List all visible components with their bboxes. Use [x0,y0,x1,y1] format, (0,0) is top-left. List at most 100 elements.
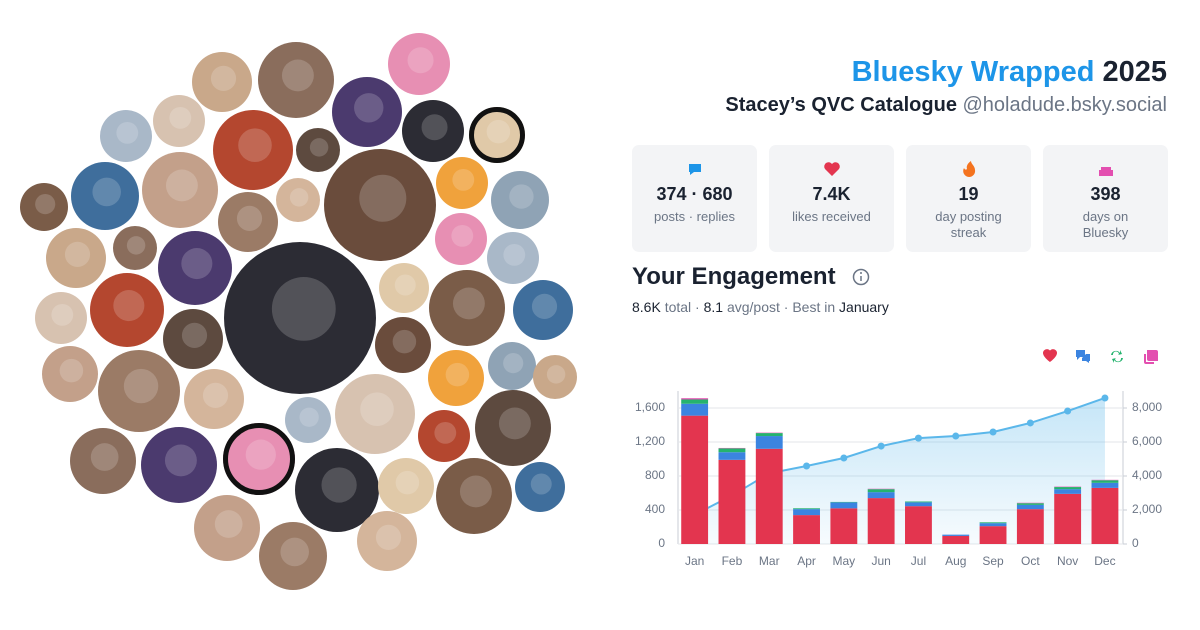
avatar [153,95,205,147]
avatar [142,152,218,228]
avatar-face [421,114,448,141]
stat-icon-shape [823,162,840,176]
avatar [285,397,331,443]
avatar-face [165,169,198,202]
avatar-face [395,470,420,495]
section-title: Your Engagement [632,263,836,290]
avatar [324,149,436,261]
line-point [877,442,885,450]
bar-segment [867,489,895,493]
bar-segment [830,502,858,509]
line-point [1026,419,1034,427]
y2-tick-label: 6,000 [1132,434,1162,448]
avatar-face [126,236,146,255]
avatar-face [394,274,416,296]
avatar-face [113,290,145,322]
x-tick-label: Oct [1021,554,1040,568]
bar-segment [867,498,895,544]
stat-icon [688,164,701,175]
avatar-face [238,128,272,162]
stat-icon-shape [688,164,701,175]
legend-icon[interactable] [1144,350,1158,364]
bar-segment [681,403,709,416]
avatar-face [51,303,74,326]
avatar [100,110,152,162]
avatar [388,33,450,95]
bar-segment [979,526,1007,544]
x-tick-label: Jan [685,554,704,568]
avatar [70,428,136,494]
line-point [914,434,922,442]
avatar [20,183,68,231]
legend-icon[interactable] [1043,349,1057,362]
avatar-face [289,188,309,207]
bar-segment [905,506,932,544]
avatar-face [503,353,524,374]
avatar [379,263,429,313]
avatar-face [90,443,119,471]
avatar [258,42,334,118]
avatar [295,448,379,532]
x-tick-label: Apr [797,554,816,568]
avatar [533,355,577,399]
avatar-face [309,138,329,157]
avatar [378,458,434,514]
bar-segment [755,433,783,437]
avatar-face [202,382,229,408]
y-tick-label: 1,600 [635,400,665,414]
y2-tick-label: 8,000 [1132,400,1162,414]
bar-segment [905,501,932,503]
summary-highlight: 8.6K [632,299,661,315]
info-icon[interactable] [852,268,870,286]
bar-segment [718,459,746,544]
avatar-ring [223,423,295,495]
avatar-face [452,168,475,191]
x-tick-label: Feb [722,554,743,568]
bar-segment [1054,487,1082,490]
bar-segment [681,415,709,544]
legend-icon[interactable] [1111,350,1123,363]
bar-segment [793,515,820,544]
avatar-face [321,467,357,503]
avatar [428,350,484,406]
avatar-face [503,243,526,266]
avatar [436,458,512,534]
avatar [192,52,252,112]
avatar [402,100,464,162]
stat-icon [1098,164,1113,176]
bar-segment [867,492,895,499]
avatar-face [214,510,243,538]
avatar-face [245,439,276,470]
title-year: 2025 [1102,56,1167,88]
avatar-face [164,444,197,477]
bar-segment [1091,482,1119,488]
avatar [515,462,565,512]
avatar-face [59,358,84,383]
engagement-summary: 8.6K total · 8.1 avg/post · Best in Janu… [632,299,889,315]
avatar [90,273,164,347]
stat-icon-shape [1098,164,1113,176]
line-point [952,432,960,440]
avatar-face [451,224,474,247]
y2-tick-label: 0 [1132,536,1139,550]
avatar [491,171,549,229]
avatar [469,107,525,163]
y-tick-label: 1,200 [635,434,665,448]
avatar-face [375,524,402,551]
legend-icon[interactable] [1076,350,1090,363]
bar-segment [718,452,746,460]
line-point [1101,394,1109,402]
stat-value: 7.4K [812,184,851,204]
avatar-face [181,248,213,280]
avatar [513,280,573,340]
summary-text: avg/post · Best in [726,299,836,315]
summary-highlight: 8.1 [703,299,724,315]
avatar [375,317,431,373]
line-area [694,397,1105,544]
avatar-face [531,293,558,319]
avatar-face [434,421,457,444]
info-icon-dot [860,272,862,274]
avatar-face [64,241,91,267]
x-tick-label: Sep [982,554,1004,568]
